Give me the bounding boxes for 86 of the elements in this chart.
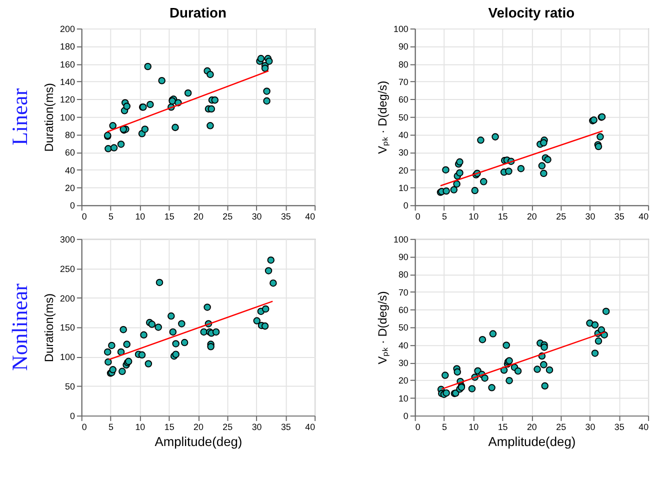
y-tick-label: 160 — [60, 59, 75, 70]
x-tick-label: 0 — [82, 212, 87, 222]
y-tick-label: 30 — [398, 148, 408, 158]
y-tick-label: 120 — [60, 94, 75, 105]
y-tick-label: 80 — [398, 59, 408, 70]
y-tick-label: 20 — [64, 182, 75, 193]
y-tick-label: 70 — [398, 76, 408, 87]
y-axis-title: Vₚₖ · D(deg/s) — [376, 291, 390, 364]
y-tick-label: 90 — [398, 42, 408, 52]
x-axis-title: Amplitude(deg) — [488, 434, 576, 449]
x-tick-label: 25 — [222, 212, 233, 222]
y-tick-label: 0 — [403, 411, 408, 422]
x-tick-label: 35 — [614, 212, 624, 222]
x-axis-title: Amplitude(deg) — [154, 434, 242, 449]
y-tick-label: 300 — [60, 234, 75, 244]
x-tick-label: 5 — [108, 212, 114, 222]
y-tick-label: 10 — [398, 182, 408, 193]
y-axis-title: Duration(ms) — [42, 293, 56, 362]
x-tick-label: 20 — [526, 212, 537, 222]
y-tick-label: 250 — [60, 264, 75, 274]
y-tick-label: 30 — [398, 358, 408, 368]
y-tick-label: 100 — [60, 112, 75, 122]
y-tick-label: 40 — [64, 165, 75, 176]
text: Linear — [8, 88, 32, 146]
y-tick-label: 50 — [398, 322, 408, 333]
x-tick-label: 25 — [222, 422, 233, 432]
y-tick-label: 40 — [398, 340, 408, 350]
x-tick-label: 5 — [442, 422, 447, 432]
y-tick-label: 200 — [60, 24, 75, 34]
y-tick-label: 20 — [398, 165, 408, 176]
y-tick-label: 50 — [398, 112, 408, 122]
y-tick-label: 0 — [70, 411, 75, 422]
x-tick-label: 10 — [135, 212, 146, 222]
y-axis-title: Vₚₖ · D(deg/s) — [376, 80, 390, 154]
y-tick-label: 100 — [393, 24, 408, 34]
x-tick-label: 5 — [442, 212, 447, 222]
x-tick-label: 20 — [194, 422, 204, 432]
x-tick-label: 20 — [526, 422, 537, 432]
x-tick-label: 5 — [108, 422, 114, 432]
y-tick-label: 180 — [60, 42, 75, 52]
x-tick-label: 30 — [585, 212, 596, 222]
y-tick-label: 80 — [398, 270, 408, 280]
x-tick-label: 0 — [82, 422, 87, 432]
x-tick-label: 40 — [638, 212, 649, 222]
x-tick-label: 15 — [498, 212, 508, 222]
x-tick-label: 30 — [585, 422, 596, 432]
x-tick-label: 25 — [556, 212, 566, 222]
x-tick-label: 10 — [468, 212, 479, 222]
y-axis-title: Duration(ms) — [42, 82, 56, 152]
x-tick-label: 40 — [305, 422, 316, 432]
y-tick-label: 100 — [393, 234, 408, 244]
y-tick-label: 20 — [398, 376, 408, 386]
y-tick-label: 50 — [64, 382, 75, 392]
x-tick-label: 30 — [252, 212, 262, 222]
y-tick-label: 10 — [398, 393, 408, 404]
y-tick-label: 200 — [60, 293, 75, 304]
y-tick-label: 40 — [398, 130, 408, 140]
x-tick-label: 40 — [638, 422, 649, 432]
chart-title: Duration — [169, 4, 227, 21]
y-tick-label: 150 — [60, 322, 75, 333]
x-tick-label: 20 — [194, 212, 204, 222]
x-tick-label: 0 — [415, 212, 420, 222]
x-tick-label: 35 — [280, 422, 291, 432]
x-tick-label: 15 — [164, 422, 174, 432]
x-tick-label: 0 — [415, 422, 420, 432]
y-tick-label: 80 — [64, 130, 75, 140]
x-tick-label: 10 — [468, 422, 479, 432]
x-tick-label: 15 — [164, 212, 174, 222]
text: Nonlinear — [8, 282, 32, 371]
y-tick-label: 0 — [70, 200, 75, 211]
x-tick-label: 35 — [280, 212, 291, 222]
y-tick-label: 90 — [398, 252, 408, 262]
y-tick-label: 60 — [398, 305, 408, 316]
x-tick-label: 35 — [614, 422, 624, 432]
y-tick-label: 60 — [64, 148, 75, 158]
x-tick-label: 30 — [252, 422, 262, 432]
y-tick-label: 0 — [403, 200, 408, 211]
x-tick-label: 15 — [498, 422, 508, 432]
x-tick-label: 25 — [556, 422, 566, 432]
y-tick-label: 70 — [398, 287, 408, 298]
chart-title: Velocity ratio — [488, 4, 575, 21]
y-tick-label: 60 — [398, 94, 408, 105]
x-tick-label: 10 — [135, 422, 146, 432]
x-tick-label: 40 — [305, 212, 316, 222]
y-tick-label: 100 — [60, 352, 75, 362]
y-tick-label: 140 — [60, 76, 75, 87]
